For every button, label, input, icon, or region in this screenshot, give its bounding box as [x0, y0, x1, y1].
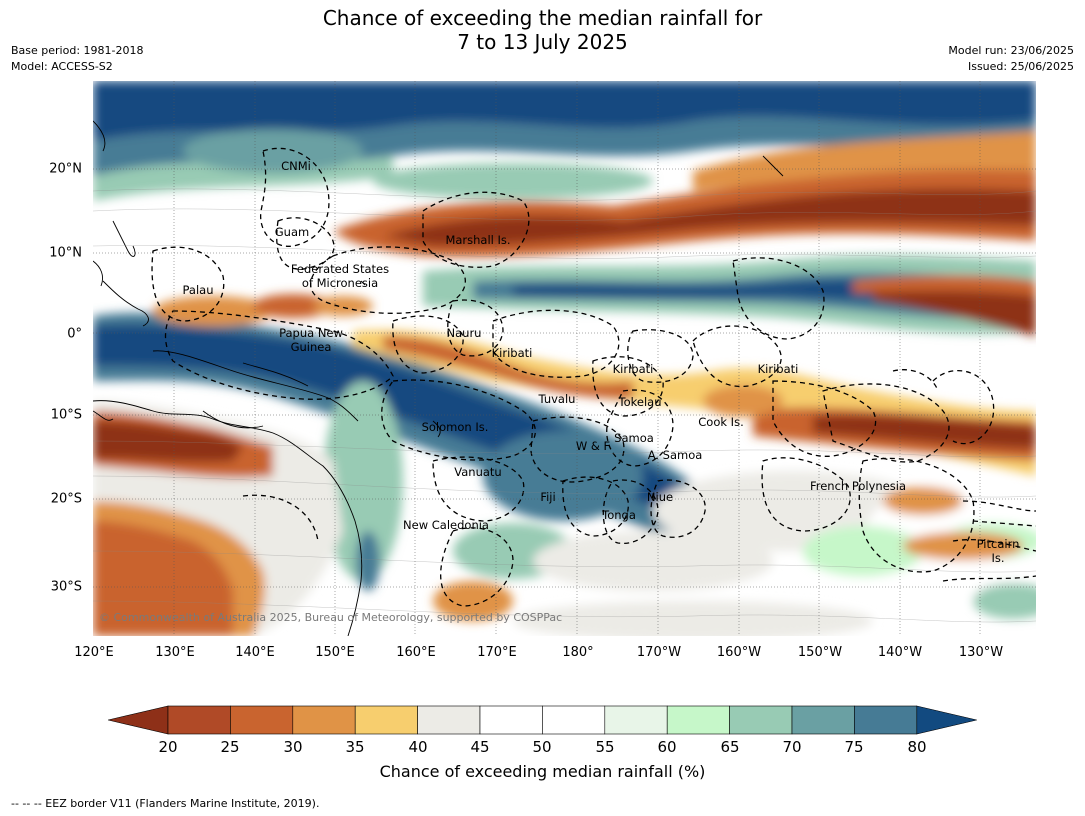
- colorbar-extend-high: [916, 705, 977, 735]
- label-fiji: Fiji: [540, 490, 556, 504]
- label-pitcairn-line-1: Pitcairn: [976, 537, 1020, 551]
- colorbar-cell: [542, 705, 606, 735]
- label-french-polynesia: French Polynesia: [809, 479, 907, 493]
- lat-label-10s: 10°S: [50, 407, 82, 423]
- colorbar-cell: [417, 705, 481, 735]
- contour-lines: [93, 188, 1036, 623]
- base-period: Base period: 1981-2018: [11, 44, 144, 57]
- label-cook-islands: Cook Is.: [698, 415, 744, 429]
- lon-label-150w: 150°W: [797, 645, 843, 660]
- label-wallis-futuna: W & F: [575, 439, 611, 453]
- colorbar: [108, 705, 977, 735]
- colorbar-tick-60: 60: [657, 738, 677, 756]
- colorbar-tick-50: 50: [532, 738, 552, 756]
- colorbar-tick-55: 55: [595, 738, 615, 756]
- lon-label-140e: 140°E: [235, 645, 275, 660]
- label-fsm-line-2: of Micronesia: [301, 276, 379, 290]
- lon-label-170w: 170°W: [636, 645, 682, 660]
- colorbar-cell: [479, 705, 543, 735]
- lon-label-160w: 160°W: [716, 645, 762, 660]
- colorbar-cell: [854, 705, 918, 735]
- title-line-2: 7 to 13 July 2025: [457, 30, 628, 54]
- colorbar-tick-35: 35: [345, 738, 365, 756]
- model-name: Model: ACCESS-S2: [11, 60, 113, 73]
- lon-label-130e: 130°E: [155, 645, 195, 660]
- title-line-1: Chance of exceeding the median rainfall …: [322, 6, 763, 30]
- label-niue: Niue: [646, 490, 674, 504]
- lon-label-130w: 130°W: [958, 645, 1004, 660]
- eez-borders: [151, 147, 1036, 607]
- colorbar-label: Chance of exceeding median rainfall (%): [379, 762, 706, 781]
- label-tokelau: Tokelau: [618, 395, 662, 409]
- label-kiribati-west: Kiribati: [491, 346, 533, 360]
- label-solomon-islands: Solomon Is.: [421, 420, 489, 434]
- label-cnmi: CNMi: [281, 159, 311, 173]
- colorbar-cell: [604, 705, 668, 735]
- colorbar-tick-80: 80: [907, 738, 927, 756]
- lat-label-10n: 10°N: [49, 245, 82, 261]
- colorbar-cell: [167, 705, 231, 735]
- rainfall-map: [93, 81, 1036, 636]
- colorbar-cell: [791, 705, 855, 735]
- colorbar-tick-25: 25: [220, 738, 240, 756]
- label-nauru: Nauru: [446, 326, 482, 340]
- meta-right: Model run: 23/06/2025 Issued: 25/06/2025: [948, 43, 1074, 75]
- label-american-samoa: A. Samoa: [647, 448, 703, 462]
- colorbar-cell: [292, 705, 356, 735]
- colorbar-tick-30: 30: [283, 738, 303, 756]
- label-tonga: Tonga: [602, 508, 636, 522]
- issued-date: Issued: 25/06/2025: [967, 60, 1074, 73]
- label-kiribati-central: Kiribati: [612, 362, 654, 376]
- label-fsm-line-1: Federated States: [290, 262, 390, 276]
- colorbar-tick-75: 75: [844, 738, 864, 756]
- map-area: © Commonwealth of Australia 2025, Bureau…: [93, 81, 1036, 636]
- lat-label-20n: 20°N: [49, 161, 82, 177]
- model-run: Model run: 23/06/2025: [948, 44, 1074, 57]
- lat-label-0: 0°: [67, 326, 82, 342]
- label-samoa: Samoa: [614, 431, 654, 445]
- lon-label-150e: 150°E: [315, 645, 355, 660]
- label-vanuatu: Vanuatu: [454, 465, 502, 479]
- label-pitcairn: Pitcairn Is.: [977, 537, 1020, 565]
- eez-footnote: -- -- -- EEZ border V11 (Flanders Marine…: [11, 797, 320, 810]
- label-guam: Guam: [274, 225, 310, 239]
- meta-left: Base period: 1981-2018 Model: ACCESS-S2: [11, 43, 143, 75]
- label-kiribati-east: Kiribati: [757, 362, 799, 376]
- copyright-notice: © Commonwealth of Australia 2025, Bureau…: [99, 611, 563, 624]
- lat-label-20s: 20°S: [50, 491, 82, 507]
- lon-label-180: 180°: [562, 645, 594, 660]
- label-pitcairn-line-2: Is.: [991, 551, 1005, 565]
- label-png-line-1: Papua New: [279, 326, 343, 340]
- label-marshall-islands: Marshall Is.: [445, 233, 511, 247]
- colorbar-cell: [354, 705, 418, 735]
- lon-label-170e: 170°E: [477, 645, 517, 660]
- coastlines: [93, 120, 784, 636]
- label-png: Papua New Guinea: [279, 326, 343, 354]
- label-png-line-2: Guinea: [290, 340, 332, 354]
- colorbar-tick-20: 20: [158, 738, 178, 756]
- lat-label-30s: 30°S: [50, 579, 82, 595]
- map-title: Chance of exceeding the median rainfall …: [0, 6, 1085, 54]
- lon-label-160e: 160°E: [396, 645, 436, 660]
- colorbar-cell: [729, 705, 793, 735]
- label-palau: Palau: [182, 283, 214, 297]
- colorbar-extend-low: [108, 705, 169, 735]
- label-fsm: Federated States of Micronesia: [291, 262, 389, 290]
- lon-label-140w: 140°W: [877, 645, 923, 660]
- colorbar-tick-70: 70: [782, 738, 802, 756]
- lon-label-120e: 120°E: [74, 645, 114, 660]
- label-tuvalu: Tuvalu: [538, 392, 576, 406]
- colorbar-cell: [230, 705, 294, 735]
- graticule: [93, 81, 1036, 636]
- colorbar-cell: [666, 705, 730, 735]
- colorbar-tick-40: 40: [408, 738, 428, 756]
- label-new-caledonia: New Caledonia: [403, 518, 489, 532]
- colorbar-tick-45: 45: [470, 738, 490, 756]
- colorbar-tick-65: 65: [720, 738, 740, 756]
